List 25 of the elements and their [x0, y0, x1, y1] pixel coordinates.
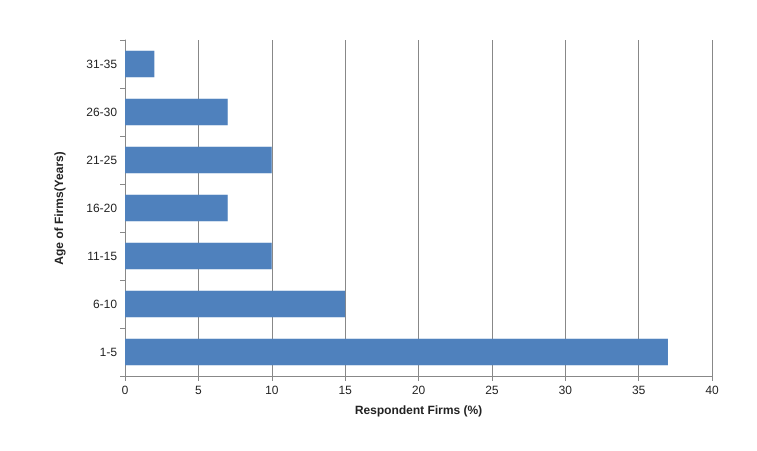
x-tick-label: 30: [558, 383, 572, 397]
x-tick-label: 35: [632, 383, 646, 397]
x-axis-title: Respondent Firms (%): [354, 403, 482, 417]
bar: [125, 50, 154, 78]
bar: [125, 146, 272, 174]
y-axis-title: Age of Firms(Years): [52, 151, 66, 265]
x-tick-label: 5: [195, 383, 202, 397]
y-tick-label: 26-30: [86, 105, 118, 119]
y-tick-label: 1-5: [100, 345, 118, 359]
x-tick-label: 0: [122, 383, 129, 397]
y-tick-label: 11-15: [87, 249, 118, 263]
x-tick-label: 20: [412, 383, 426, 397]
y-tick-label: 16-20: [86, 201, 118, 215]
x-tick-label: 25: [485, 383, 499, 397]
y-tick-label: 6-10: [92, 297, 118, 311]
x-tick-label: 40: [705, 383, 719, 397]
bar: [125, 338, 668, 366]
x-tick-label: 10: [265, 383, 279, 397]
bar: [125, 98, 228, 126]
y-tick-label: 21-25: [86, 153, 118, 167]
bar: [125, 290, 346, 318]
bar: [125, 242, 272, 270]
bar: [125, 194, 228, 222]
x-tick-label: 15: [338, 383, 352, 397]
y-tick-label: 31-35: [86, 57, 118, 71]
